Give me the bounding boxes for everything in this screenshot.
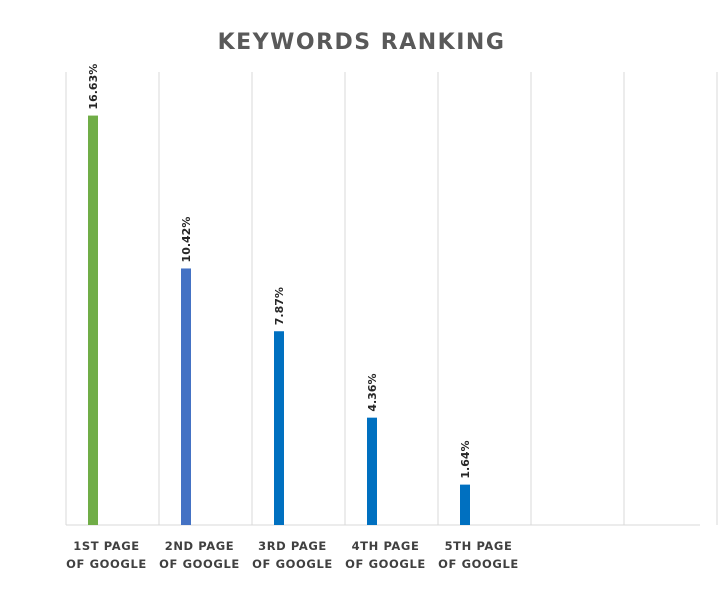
bar <box>181 268 191 525</box>
category-label: 4TH PAGE <box>352 539 420 553</box>
category-label: 2ND PAGE <box>165 539 235 553</box>
category-label: OF GOOGLE <box>159 557 240 571</box>
category-label: OF GOOGLE <box>345 557 426 571</box>
data-label: 16.63% <box>87 64 100 110</box>
data-label: 10.42% <box>180 217 193 263</box>
bars <box>88 115 470 525</box>
category-labels: 1ST PAGE OF GOOGLE 2ND PAGE OF GOOGLE 3RD PA… <box>66 539 519 571</box>
data-labels: 16.63% 10.42% 7.87% 4.36% 1.64% <box>87 64 472 479</box>
category-label: 1ST PAGE <box>73 539 140 553</box>
bar <box>88 115 98 525</box>
bar <box>460 484 470 525</box>
data-label: 4.36% <box>366 373 379 411</box>
category-label: OF GOOGLE <box>252 557 333 571</box>
data-label: 1.64% <box>459 440 472 478</box>
gridlines <box>65 72 718 525</box>
bar <box>274 331 284 525</box>
category-label: 3RD PAGE <box>258 539 327 553</box>
category-label: OF GOOGLE <box>66 557 147 571</box>
data-label: 7.87% <box>273 287 286 325</box>
category-label: 5TH PAGE <box>445 539 513 553</box>
chart-title: KEYWORDS RANKING <box>217 30 506 55</box>
category-label: OF GOOGLE <box>438 557 519 571</box>
bar <box>367 417 377 525</box>
